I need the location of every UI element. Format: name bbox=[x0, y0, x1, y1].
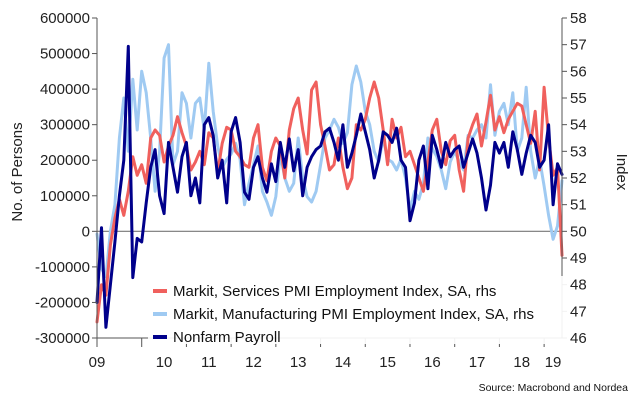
x-tick-label: 11 bbox=[201, 354, 217, 371]
right-tick-label: 57 bbox=[570, 37, 587, 54]
x-tick-label: 16 bbox=[424, 354, 441, 371]
right-tick-label: 55 bbox=[570, 90, 587, 107]
left-tick-label: 300000 bbox=[40, 117, 90, 134]
series-layer bbox=[95, 43, 564, 329]
right-axis-title: Index bbox=[613, 154, 630, 191]
services-pmi-line bbox=[95, 80, 564, 324]
right-tick-label: 49 bbox=[570, 250, 587, 267]
right-tick-label: 47 bbox=[570, 303, 587, 320]
left-tick-label: -300000 bbox=[35, 330, 90, 347]
left-axis-ticks: -300000 -200000 -100000 0 100000 200000 300000… bbox=[35, 10, 97, 347]
legend: Markit, Services PMI Employment Index, S… bbox=[148, 276, 568, 346]
x-tick-label: 18 bbox=[513, 354, 530, 371]
right-tick-label: 52 bbox=[570, 170, 587, 187]
legend-payroll-label: Nonfarm Payroll bbox=[173, 329, 281, 346]
right-tick-label: 56 bbox=[570, 63, 587, 80]
source-note: Source: Macrobond and Nordea bbox=[479, 382, 629, 394]
right-tick-label: 51 bbox=[570, 197, 587, 214]
right-tick-label: 58 bbox=[570, 10, 587, 27]
x-axis-ticks: 09 10 11 12 13 14 15 16 17 18 19 bbox=[89, 338, 562, 371]
right-tick-label: 50 bbox=[570, 223, 587, 240]
right-tick-label: 54 bbox=[570, 117, 587, 134]
x-tick-label: 19 bbox=[545, 354, 562, 371]
x-tick-label: 13 bbox=[290, 354, 307, 371]
left-tick-label: 200000 bbox=[40, 152, 90, 169]
x-tick-label: 09 bbox=[89, 354, 106, 371]
right-tick-label: 46 bbox=[570, 330, 587, 347]
x-tick-label: 17 bbox=[469, 354, 486, 371]
x-tick-label: 10 bbox=[156, 354, 173, 371]
left-tick-label: 100000 bbox=[40, 188, 90, 205]
left-tick-label: 0 bbox=[82, 223, 90, 240]
x-tick-label: 15 bbox=[379, 354, 396, 371]
x-tick-label: 12 bbox=[245, 354, 262, 371]
left-axis-title: No. of Persons bbox=[9, 122, 26, 221]
x-tick-label: 14 bbox=[335, 354, 352, 371]
left-tick-label: -100000 bbox=[35, 259, 90, 276]
right-tick-label: 53 bbox=[570, 143, 587, 160]
left-tick-label: 600000 bbox=[40, 10, 90, 27]
left-tick-label: 500000 bbox=[40, 46, 90, 63]
legend-services-label: Markit, Services PMI Employment Index, S… bbox=[173, 283, 496, 300]
nonfarm-payroll-line bbox=[95, 44, 564, 329]
legend-manufacturing-label: Markit, Manufacturing PMI Employment Ind… bbox=[173, 306, 534, 323]
legend-background bbox=[148, 276, 568, 344]
left-tick-label: 400000 bbox=[40, 81, 90, 98]
left-tick-label: -200000 bbox=[35, 294, 90, 311]
right-tick-label: 48 bbox=[570, 277, 587, 294]
